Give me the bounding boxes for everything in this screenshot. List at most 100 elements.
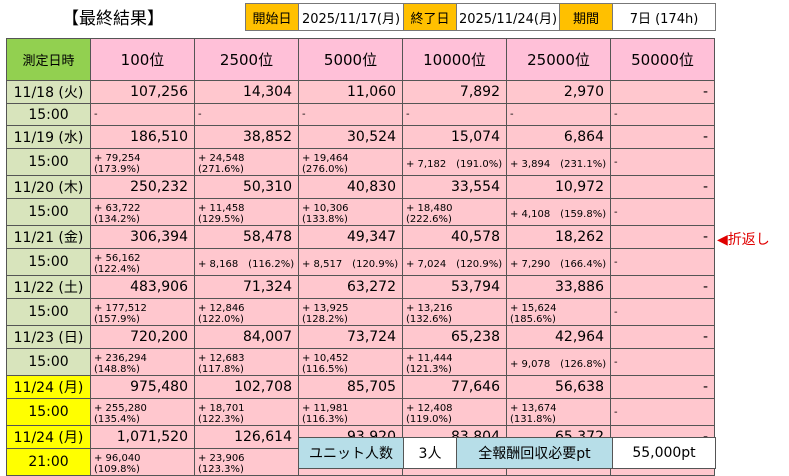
value-cell: 126,614 bbox=[194, 425, 299, 449]
value-cell: 1,071,520 bbox=[90, 425, 195, 449]
diff-cell: + 11,458 (129.5%) bbox=[194, 198, 299, 226]
diff-text: - bbox=[198, 109, 202, 120]
diff-cell: + 4,108 (159.8%) bbox=[506, 198, 611, 226]
time-cell: 15:00 bbox=[6, 348, 91, 376]
diff-cell: - bbox=[402, 103, 507, 126]
value-cell: 30,524 bbox=[298, 125, 403, 149]
start-date-label: 開始日 bbox=[245, 3, 299, 31]
header-cell-rank-25000: 25000位 bbox=[506, 38, 611, 81]
diff-cell: + 236,294 (148.8%) bbox=[90, 348, 195, 376]
required-points-value: 55,000pt bbox=[612, 437, 716, 469]
value-cell: 33,554 bbox=[402, 175, 507, 199]
diff-text: - bbox=[614, 406, 618, 418]
diff-cell: + 63,722 (134.2%) bbox=[90, 198, 195, 226]
diff-text: - bbox=[406, 109, 410, 120]
value-cell: 6,864 bbox=[506, 125, 611, 149]
value-cell: 65,238 bbox=[402, 325, 507, 349]
diff-text: + 7,182 (191.0%) bbox=[406, 158, 503, 170]
diff-text: + 79,254 (173.9%) bbox=[94, 153, 151, 175]
table-row: 11/21 (金) 306,394 58,478 49,347 40,578 18,262… bbox=[6, 225, 715, 249]
diff-cell: - bbox=[610, 148, 715, 176]
diff-text: + 9,078 (126.8%) bbox=[510, 358, 607, 370]
diff-text: + 8,168 (116.2%) bbox=[198, 258, 295, 270]
required-points-label: 全報酬回収必要pt bbox=[456, 437, 613, 469]
date-cell: 11/20 (木) bbox=[6, 175, 91, 199]
diff-cell: + 56,162 (122.4%) bbox=[90, 248, 195, 276]
value-cell: 42,964 bbox=[506, 325, 611, 349]
diff-cell: - bbox=[194, 103, 299, 126]
diff-text: - bbox=[614, 256, 618, 268]
diff-text: + 13,216 (132.6%) bbox=[406, 303, 463, 325]
time-cell: 21:00 bbox=[6, 448, 91, 476]
end-date-label: 終了日 bbox=[403, 3, 457, 31]
value-cell: 53,794 bbox=[402, 275, 507, 299]
diff-text: - bbox=[614, 206, 618, 218]
unit-count-label: ユニット人数 bbox=[298, 437, 404, 469]
diff-text: + 255,280 (135.4%) bbox=[94, 403, 157, 425]
time-cell: 15:00 bbox=[6, 148, 91, 176]
diff-text: + 24,548 (271.6%) bbox=[198, 153, 255, 175]
time-cell: 15:00 bbox=[6, 298, 91, 326]
header-cell-rank-10000: 10000位 bbox=[402, 38, 507, 81]
diff-cell: - bbox=[90, 103, 195, 126]
diff-text: + 63,722 (134.2%) bbox=[94, 203, 151, 225]
header-row: 測定日時 100位 2500位 5000位 10000位 25000位 5000… bbox=[6, 38, 715, 81]
value-cell: - bbox=[610, 125, 715, 149]
diff-cell: + 15,624 (185.6%) bbox=[506, 298, 611, 326]
diff-text: + 10,452 (116.5%) bbox=[302, 353, 359, 375]
value-cell: 58,478 bbox=[194, 225, 299, 249]
diff-text: - bbox=[614, 156, 618, 168]
diff-cell: + 9,078 (126.8%) bbox=[506, 348, 611, 376]
table-row: 15:00 + 79,254 (173.9%) + 24,548 (271.6%) +… bbox=[6, 148, 715, 176]
diff-text: + 56,162 (122.4%) bbox=[94, 253, 151, 275]
date-cell: 11/24 (月) bbox=[6, 425, 91, 449]
value-cell: 15,074 bbox=[402, 125, 507, 149]
value-cell: - bbox=[610, 175, 715, 199]
diff-text: + 236,294 (148.8%) bbox=[94, 353, 157, 375]
diff-cell: + 8,517 (120.9%) bbox=[298, 248, 403, 276]
diff-text: + 13,925 (128.2%) bbox=[302, 303, 359, 325]
table-row: 11/20 (木) 250,232 50,310 40,830 33,554 10,972… bbox=[6, 175, 715, 199]
start-date-value: 2025/11/17(月) bbox=[298, 3, 404, 31]
diff-cell: - bbox=[610, 198, 715, 226]
diff-text: + 13,674 (131.8%) bbox=[510, 403, 567, 425]
diff-cell: + 7,182 (191.0%) bbox=[402, 148, 507, 176]
diff-text: + 19,464 (276.0%) bbox=[302, 153, 359, 175]
diff-cell: + 11,444 (121.3%) bbox=[402, 348, 507, 376]
value-cell: - bbox=[610, 275, 715, 299]
value-cell: 50,310 bbox=[194, 175, 299, 199]
diff-text: + 12,408 (119.0%) bbox=[406, 403, 463, 425]
value-cell: 102,708 bbox=[194, 375, 299, 399]
diff-text: - bbox=[94, 109, 98, 120]
diff-cell: - bbox=[610, 348, 715, 376]
diff-cell: + 12,683 (117.8%) bbox=[194, 348, 299, 376]
diff-text: + 11,458 (129.5%) bbox=[198, 203, 255, 225]
value-cell: 975,480 bbox=[90, 375, 195, 399]
value-cell: 18,262 bbox=[506, 225, 611, 249]
date-cell: 11/24 (月) bbox=[6, 375, 91, 399]
header-cell-rank-100: 100位 bbox=[90, 38, 195, 81]
table-row: 11/18 (火) 107,256 14,304 11,060 7,892 2,970- bbox=[6, 80, 715, 104]
diff-cell: + 12,408 (119.0%) bbox=[402, 398, 507, 426]
value-cell: 49,347 bbox=[298, 225, 403, 249]
header-cell-rank-50000: 50000位 bbox=[610, 38, 715, 81]
diff-cell: + 19,464 (276.0%) bbox=[298, 148, 403, 176]
time-cell: 15:00 bbox=[6, 198, 91, 226]
diff-cell: + 12,846 (122.0%) bbox=[194, 298, 299, 326]
diff-cell: + 10,452 (116.5%) bbox=[298, 348, 403, 376]
diff-cell: + 255,280 (135.4%) bbox=[90, 398, 195, 426]
diff-cell: - bbox=[610, 398, 715, 426]
diff-cell: + 13,216 (132.6%) bbox=[402, 298, 507, 326]
value-cell: - bbox=[610, 225, 715, 249]
value-cell: 85,705 bbox=[298, 375, 403, 399]
diff-text: + 3,894 (231.1%) bbox=[510, 158, 607, 170]
diff-cell: - bbox=[298, 103, 403, 126]
period-value: 7日 (174h) bbox=[612, 3, 716, 31]
diff-cell: + 7,290 (166.4%) bbox=[506, 248, 611, 276]
diff-text: + 177,512 (157.9%) bbox=[94, 303, 157, 325]
diff-cell: + 24,548 (271.6%) bbox=[194, 148, 299, 176]
diff-text: + 23,906 (123.3%) bbox=[198, 453, 255, 475]
value-cell: 186,510 bbox=[90, 125, 195, 149]
table-row: 11/19 (水) 186,510 38,852 30,524 15,074 6,864- bbox=[6, 125, 715, 149]
diff-cell: - bbox=[610, 248, 715, 276]
